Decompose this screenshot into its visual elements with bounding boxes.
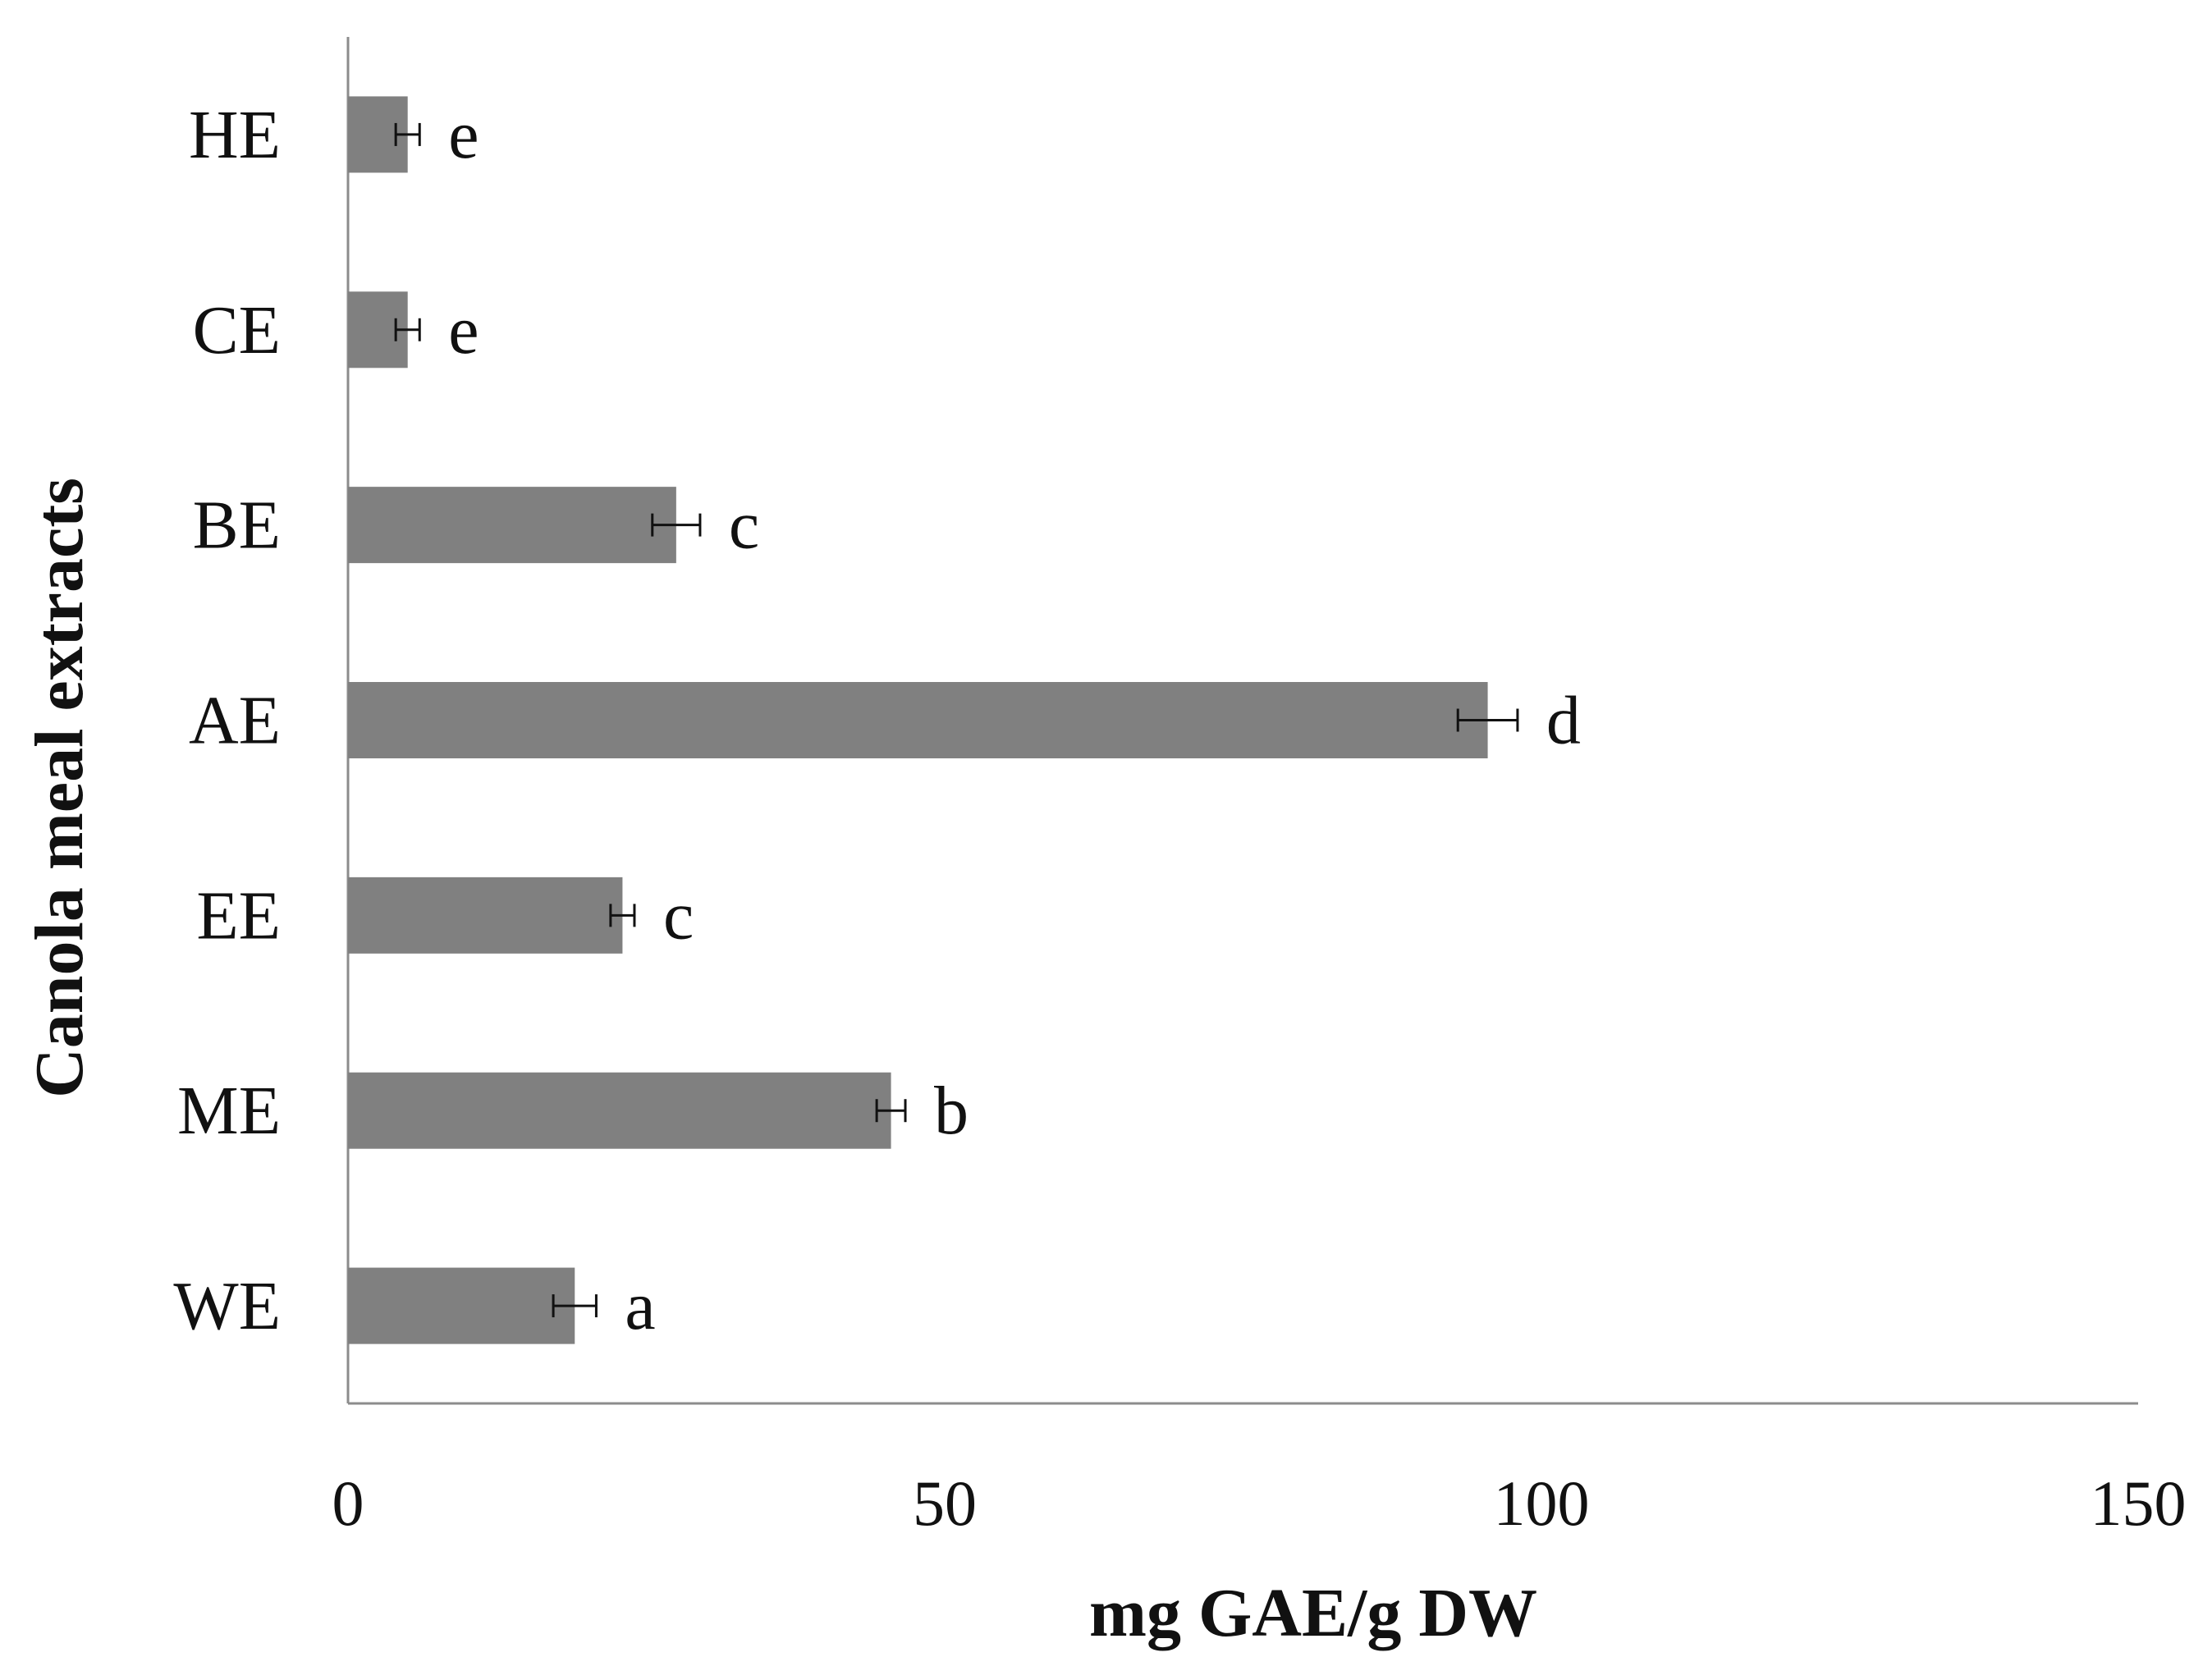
error-bar-we xyxy=(552,1294,598,1318)
category-label-we: WE xyxy=(173,1268,281,1344)
category-label-ce: CE xyxy=(193,292,281,369)
category-labels: HE CE BE AE EE ME WE xyxy=(173,97,281,1344)
error-bar-ee xyxy=(609,904,636,927)
x-tick-label-50: 50 xyxy=(913,1467,977,1539)
significance-label-ee: c xyxy=(663,877,694,954)
x-tick-labels: 0 50 100 150 xyxy=(332,1467,2187,1539)
significance-label-me: b xyxy=(934,1073,969,1149)
x-tick-label-0: 0 xyxy=(332,1467,364,1539)
significance-label-he: e xyxy=(448,97,479,173)
y-axis-title: Canola meal extracts xyxy=(21,478,98,1098)
significance-label-ae: d xyxy=(1546,683,1581,759)
bar-ae xyxy=(348,682,1488,758)
significance-label-we: a xyxy=(625,1268,655,1344)
bar-be xyxy=(348,487,676,564)
error-bar-he xyxy=(394,122,421,146)
error-bar-ae xyxy=(1456,708,1519,732)
category-label-he: HE xyxy=(189,97,281,173)
error-bar-be xyxy=(651,513,702,537)
significance-label-be: c xyxy=(729,488,759,564)
bars: e e c d c b a xyxy=(348,96,1581,1344)
x-axis-title: mg GAE/g DW xyxy=(1089,1575,1537,1651)
bar-we xyxy=(348,1267,575,1344)
category-label-ae: AE xyxy=(189,683,281,759)
bar-ee xyxy=(348,877,623,954)
error-bar-ce xyxy=(394,318,421,341)
x-tick-label-100: 100 xyxy=(1494,1467,1590,1539)
significance-label-ce: e xyxy=(448,292,479,369)
error-bar-me xyxy=(875,1099,907,1123)
category-label-me: ME xyxy=(177,1073,281,1149)
category-label-ee: EE xyxy=(196,877,281,954)
bar-me xyxy=(348,1072,891,1149)
x-tick-label-150: 150 xyxy=(2091,1467,2187,1539)
category-label-be: BE xyxy=(193,488,281,564)
